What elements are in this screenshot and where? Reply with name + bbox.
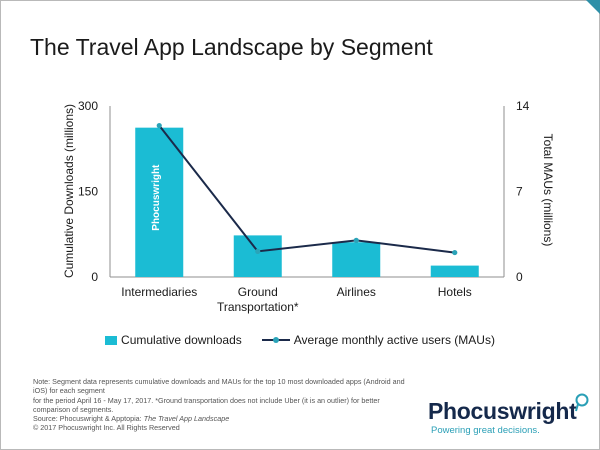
mau-point-0 (156, 122, 162, 129)
note-line-2: for the period April 16 - May 17, 2017. … (33, 395, 380, 414)
chart-canvas: 0 150 300 0 7 14 Phocuswright Intermediaries Gro… (78, 99, 530, 314)
y-tick-left-0: 0 (91, 270, 98, 284)
left-axis-title: Cumulative Downloads (millions) (62, 103, 76, 279)
legend-item-maus: Average monthly active users (MAUs) (261, 333, 495, 347)
y-tick-right-1: 7 (516, 185, 523, 199)
legend-line-swatch (261, 335, 290, 345)
x-tick-label-0-0: Intermediaries (121, 285, 197, 299)
right-axis-title: Total MAUs (millions) (541, 133, 555, 247)
brand-name: Phocuswright (428, 393, 589, 425)
note-line-1: Note: Segment data represents cumulative… (33, 377, 405, 396)
footnote: Note: Segment data represents cumulative… (33, 377, 413, 433)
x-tick-label-2-0: Airlines (337, 285, 376, 299)
x-tick-label-3-0: Hotels (438, 285, 472, 299)
y-tick-right-2: 14 (516, 99, 530, 113)
legend-item-downloads: Cumulative downloads (105, 333, 242, 347)
y-tick-right-0: 0 (516, 270, 523, 284)
x-tick-label-1-0: Ground (238, 285, 278, 299)
x-tick-label-1-1: Transportation* (217, 300, 299, 314)
y-tick-left-1: 150 (78, 185, 98, 199)
corner-accent (586, 0, 600, 14)
bar-2 (332, 242, 381, 277)
mau-point-2 (353, 237, 359, 243)
brand-name-text: Phocuswright (428, 398, 577, 424)
source-line: Source: Phocuswright & Apptopia: The Tra… (33, 414, 413, 423)
source-title: The Travel App Landscape (143, 414, 230, 424)
legend-label-maus: Average monthly active users (MAUs) (293, 333, 495, 347)
bar-3 (430, 265, 479, 277)
source-prefix: Source: Phocuswright & Apptopia: (33, 414, 144, 424)
brand-logo: Phocuswright Powering great decisions. (428, 393, 589, 436)
copyright-line: © 2017 Phocuswright Inc. All Rights Rese… (33, 423, 180, 433)
logo-mark-icon (575, 393, 589, 412)
mau-point-1 (255, 248, 261, 254)
bar-1 (233, 235, 282, 277)
chart-legend: Cumulative downloads Average monthly act… (0, 333, 600, 347)
legend-label-downloads: Cumulative downloads (121, 333, 242, 347)
chart-title: The Travel App Landscape by Segment (30, 34, 433, 60)
legend-bar-swatch (105, 335, 118, 345)
bar-watermark: Phocuswright (151, 164, 162, 231)
mau-line (158, 124, 455, 254)
mau-point-3 (452, 249, 458, 256)
brand-tagline: Powering great decisions. (431, 425, 540, 436)
bar-0 (135, 127, 184, 277)
y-tick-left-2: 300 (78, 99, 98, 113)
